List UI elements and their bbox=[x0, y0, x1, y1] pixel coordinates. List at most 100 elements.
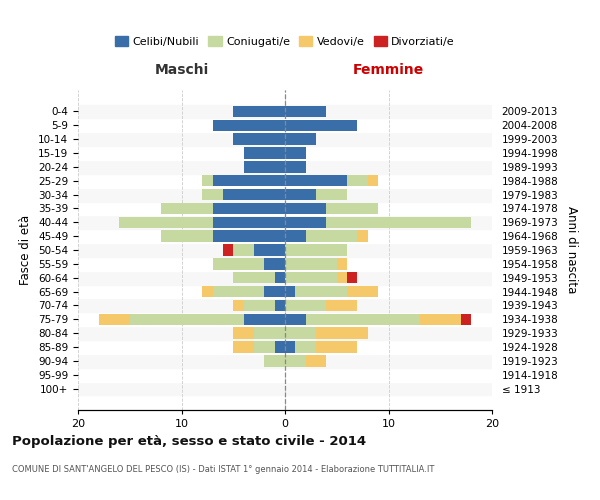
Bar bbox=[223, 244, 233, 256]
Bar bbox=[316, 189, 347, 200]
Bar bbox=[78, 271, 492, 284]
Text: Popolazione per età, sesso e stato civile - 2014: Popolazione per età, sesso e stato civil… bbox=[12, 435, 366, 448]
Bar bbox=[78, 354, 492, 368]
Bar bbox=[202, 189, 223, 200]
Bar bbox=[285, 161, 306, 172]
Bar bbox=[285, 355, 306, 366]
Bar bbox=[212, 120, 285, 131]
Bar bbox=[78, 188, 492, 202]
Bar bbox=[244, 161, 285, 172]
Bar bbox=[265, 286, 285, 297]
Bar bbox=[212, 175, 285, 186]
Bar bbox=[223, 189, 285, 200]
Bar bbox=[295, 342, 316, 352]
Bar bbox=[285, 148, 306, 158]
Bar bbox=[78, 382, 492, 396]
Bar bbox=[254, 244, 285, 256]
Bar bbox=[306, 314, 419, 325]
Bar bbox=[285, 106, 326, 117]
Bar bbox=[285, 175, 347, 186]
Bar bbox=[78, 326, 492, 340]
Bar bbox=[368, 175, 378, 186]
Bar bbox=[161, 203, 212, 214]
Bar bbox=[244, 314, 285, 325]
Bar bbox=[306, 355, 326, 366]
Bar bbox=[254, 342, 275, 352]
Bar bbox=[78, 118, 492, 132]
Bar bbox=[202, 286, 212, 297]
Bar bbox=[78, 243, 492, 257]
Bar bbox=[212, 216, 285, 228]
Bar bbox=[275, 342, 285, 352]
Bar bbox=[285, 134, 316, 145]
Bar bbox=[78, 104, 492, 118]
Bar bbox=[78, 146, 492, 160]
Bar bbox=[285, 300, 326, 311]
Bar bbox=[295, 286, 347, 297]
Bar bbox=[265, 355, 285, 366]
Bar bbox=[316, 342, 358, 352]
Bar bbox=[254, 328, 285, 339]
Bar bbox=[244, 300, 275, 311]
Bar bbox=[212, 258, 265, 270]
Bar bbox=[78, 174, 492, 188]
Bar bbox=[285, 286, 295, 297]
Y-axis label: Anni di nascita: Anni di nascita bbox=[565, 206, 578, 294]
Bar bbox=[347, 175, 368, 186]
Y-axis label: Fasce di età: Fasce di età bbox=[19, 215, 32, 285]
Bar bbox=[233, 134, 285, 145]
Bar bbox=[78, 340, 492, 354]
Text: Maschi: Maschi bbox=[154, 63, 209, 77]
Bar bbox=[233, 272, 275, 283]
Bar bbox=[78, 298, 492, 312]
Bar bbox=[358, 230, 368, 242]
Bar bbox=[78, 284, 492, 298]
Bar bbox=[233, 300, 244, 311]
Bar bbox=[202, 175, 212, 186]
Bar bbox=[326, 300, 358, 311]
Bar bbox=[285, 258, 337, 270]
Bar bbox=[161, 230, 212, 242]
Bar bbox=[78, 160, 492, 174]
Bar bbox=[275, 300, 285, 311]
Bar bbox=[285, 272, 337, 283]
Bar bbox=[306, 230, 358, 242]
Bar bbox=[326, 216, 472, 228]
Bar bbox=[285, 216, 326, 228]
Bar bbox=[275, 272, 285, 283]
Bar bbox=[212, 286, 265, 297]
Bar bbox=[78, 132, 492, 146]
Bar bbox=[316, 328, 368, 339]
Bar bbox=[233, 342, 254, 352]
Bar bbox=[78, 368, 492, 382]
Bar bbox=[285, 342, 295, 352]
Bar bbox=[233, 328, 254, 339]
Text: COMUNE DI SANT'ANGELO DEL PESCO (IS) - Dati ISTAT 1° gennaio 2014 - Elaborazione: COMUNE DI SANT'ANGELO DEL PESCO (IS) - D… bbox=[12, 465, 434, 474]
Bar bbox=[130, 314, 244, 325]
Bar bbox=[347, 286, 378, 297]
Bar bbox=[285, 189, 316, 200]
Bar bbox=[119, 216, 212, 228]
Bar bbox=[78, 202, 492, 215]
Bar bbox=[285, 230, 306, 242]
Bar bbox=[78, 312, 492, 326]
Bar bbox=[78, 216, 492, 229]
Bar bbox=[285, 314, 306, 325]
Bar bbox=[98, 314, 130, 325]
Bar bbox=[212, 203, 285, 214]
Text: Femmine: Femmine bbox=[353, 63, 424, 77]
Bar bbox=[233, 244, 254, 256]
Bar bbox=[244, 148, 285, 158]
Bar bbox=[285, 328, 316, 339]
Bar bbox=[78, 257, 492, 271]
Bar bbox=[285, 203, 326, 214]
Bar bbox=[337, 272, 347, 283]
Bar bbox=[347, 272, 358, 283]
Bar bbox=[285, 120, 358, 131]
Bar bbox=[233, 106, 285, 117]
Bar bbox=[265, 258, 285, 270]
Bar bbox=[212, 230, 285, 242]
Bar bbox=[337, 258, 347, 270]
Legend: Celibi/Nubili, Coniugati/e, Vedovi/e, Divorziati/e: Celibi/Nubili, Coniugati/e, Vedovi/e, Di… bbox=[110, 32, 460, 51]
Bar bbox=[461, 314, 472, 325]
